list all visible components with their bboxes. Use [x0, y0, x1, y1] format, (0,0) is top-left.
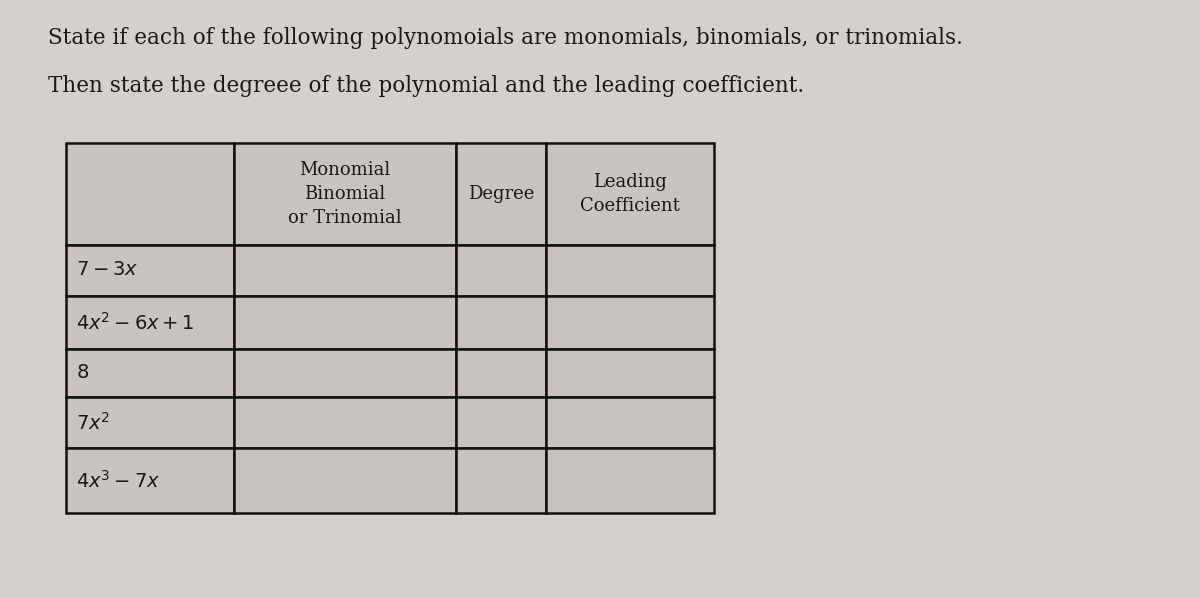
Text: Degree: Degree: [468, 185, 534, 203]
Text: $7-3x$: $7-3x$: [76, 261, 138, 279]
Text: Then state the degreee of the polynomial and the leading coefficient.: Then state the degreee of the polynomial…: [48, 75, 804, 97]
Text: Leading
Coefficient: Leading Coefficient: [580, 173, 680, 215]
Text: Monomial
Binomial
or Trinomial: Monomial Binomial or Trinomial: [288, 161, 402, 227]
Text: $4x^3-7x$: $4x^3-7x$: [76, 470, 160, 491]
Text: $8$: $8$: [76, 364, 89, 382]
Text: $4x^2-6x+1$: $4x^2-6x+1$: [76, 312, 194, 333]
Text: $7x^2$: $7x^2$: [76, 411, 109, 433]
Text: State if each of the following polynomoials are monomials, binomials, or trinomi: State if each of the following polynomoi…: [48, 27, 962, 49]
